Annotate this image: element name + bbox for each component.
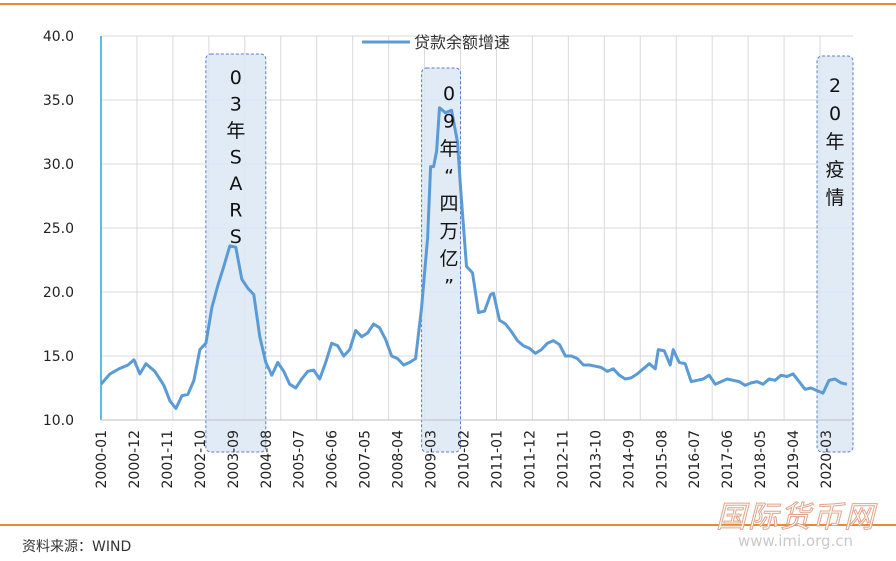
legend-label: 贷款余额增速: [414, 33, 510, 52]
watermark-text: 国际货币网: [716, 500, 876, 536]
y-tick-label: 30.0: [43, 157, 74, 173]
highlight-label: 2 0 年疫情: [826, 75, 845, 209]
x-tick-label: 2010-02: [457, 430, 473, 489]
x-tick-label: 2011-01: [489, 430, 505, 489]
highlight-label: 0 9 年“四万亿”: [440, 83, 459, 298]
series-line-loan-growth: [99, 106, 848, 410]
x-tick-label: 2018-05: [753, 430, 769, 489]
top-divider: [0, 3, 896, 5]
x-tick-label: 2000-12: [127, 430, 143, 489]
x-tick-label: 2012-11: [555, 430, 571, 489]
x-tick-label: 2003-09: [226, 430, 242, 489]
x-tick-label: 2016-07: [687, 430, 703, 489]
x-tick-label: 2001-11: [160, 430, 176, 489]
watermark-url: www.imi.org.cn: [738, 532, 854, 550]
bottom-divider: [0, 524, 896, 526]
x-tick-label: 2015-08: [654, 430, 670, 489]
x-tick-label: 2019-04: [786, 430, 802, 489]
x-tick-label: 2017-06: [720, 430, 736, 489]
source-note: 资料来源：WIND: [22, 539, 132, 555]
watermark-logo: 国际货币网 www.imi.org.cn: [716, 492, 894, 556]
y-tick-label: 25.0: [43, 221, 74, 237]
x-tick-label: 2011-12: [522, 430, 538, 489]
x-tick-label: 2008-04: [391, 430, 407, 489]
y-tick-label: 40.0: [43, 29, 74, 45]
x-tick-label: 2013-10: [588, 430, 604, 489]
x-tick-label: 2006-06: [325, 430, 341, 489]
y-tick-label: 10.0: [43, 413, 74, 429]
x-tick-label: 2014-09: [621, 430, 637, 489]
highlight-band: [421, 67, 462, 453]
x-tick-label: 2020-03: [819, 430, 835, 489]
x-tick-label: 2005-07: [292, 430, 308, 489]
x-tick-label: 2002-10: [193, 430, 209, 489]
y-tick-label: 20.0: [43, 285, 74, 301]
x-tick-label: 2000-01: [94, 430, 110, 489]
y-tick-label: 35.0: [43, 93, 74, 109]
x-tick-label: 2009-03: [424, 430, 440, 489]
y-tick-label: 15.0: [43, 349, 74, 365]
x-tick-label: 2004-08: [259, 430, 275, 489]
loan-growth-chart: 10.0 15.0 20.0 25.0 30.0 35.0 40.0 2000-01 2000-…: [43, 29, 854, 489]
highlight-band: [816, 55, 854, 453]
x-tick-label: 2007-05: [358, 430, 374, 489]
